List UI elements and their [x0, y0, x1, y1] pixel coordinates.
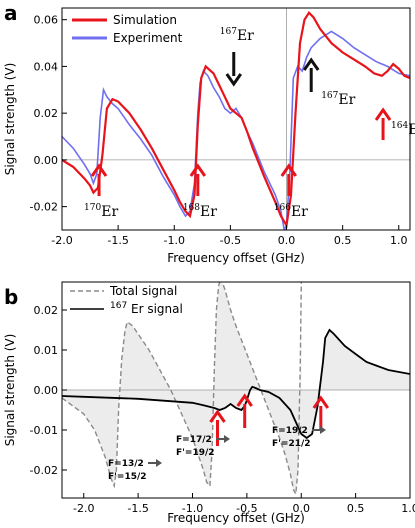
- annotation-er170-0-label: 170Er: [84, 203, 118, 220]
- panel-b-xtick-label: 0.0: [293, 502, 311, 515]
- panel-a-xtick-label: -1.5: [107, 234, 128, 247]
- transition-2-label-f: F=19/2: [272, 426, 308, 436]
- panel-b-xtick-label: 0.5: [347, 502, 365, 515]
- panel-b-chart: -2.0 -1.5 -1.0 -0.5 0.0 0.5 1.0 -0.02 -0.01 0.00 0…: [3, 281, 415, 525]
- transition-2-pointer-head: [320, 426, 326, 434]
- panel-b-xlabel: Frequency offset (GHz): [167, 511, 305, 525]
- panel-b-ytick-label: 0.00: [34, 384, 59, 397]
- panel-b-ytick-label: 0.01: [34, 344, 59, 357]
- annotation-er164-5-arrow-head: [374, 107, 392, 121]
- panel-a-xtick-label: 1.0: [390, 234, 408, 247]
- annotation-er167-3-arrow-head: [225, 73, 242, 87]
- transition-0-pointer-head: [156, 459, 162, 467]
- panel-a-ylabel: Signal strength (V): [3, 63, 17, 176]
- panel-a-xtick-label: -0.5: [220, 234, 241, 247]
- transition-2-label-fprime: F'=21/2: [272, 439, 311, 449]
- series-simulation-line: [62, 10, 410, 229]
- legend-er167-text: Er signal: [127, 302, 183, 316]
- panel-a-xlabel: Frequency offset (GHz): [167, 251, 305, 265]
- panel-a-xtick-label: 0.0: [278, 234, 296, 247]
- transition-1-label-f: F=17/2: [176, 435, 212, 445]
- transition-0-arrow-head: [209, 409, 226, 423]
- panel-a-legend: Simulation Experiment: [72, 13, 183, 45]
- panel-a-xtick-label: -2.0: [51, 234, 72, 247]
- panel-a-ytick-label: 0.00: [34, 154, 59, 167]
- panel-b-legend: Total signal 167 Er signal: [70, 284, 183, 316]
- panel-b-ytick-label: -0.02: [30, 464, 58, 477]
- legend-er167-label: 167 Er signal: [110, 301, 183, 316]
- annotation-er167-3-label: 167Er: [220, 27, 254, 44]
- panel-a-ytick-label: 0.04: [34, 60, 59, 73]
- panel-a-ytick-label: 0.06: [34, 14, 59, 27]
- annotation-er168-1-label: 168Er: [183, 203, 217, 220]
- legend-experiment-label: Experiment: [113, 31, 183, 45]
- panel-a-xtick-label: 0.5: [334, 234, 352, 247]
- series-er167-signal-line: [62, 328, 410, 440]
- panel-b-xtick-label: -2.0: [73, 502, 94, 515]
- legend-er167-mass: 167: [110, 301, 127, 311]
- annotation-er166-2-arrow-head: [280, 163, 297, 177]
- panel-b-xtick-label: -0.5: [236, 502, 257, 515]
- transition-0-label-f: F=13/2: [108, 459, 144, 469]
- panel-a-xtick-label: -1.0: [164, 234, 185, 247]
- transition-1-pointer-head: [224, 435, 230, 443]
- annotation-er168-1-arrow-head: [189, 163, 207, 177]
- annotation-er167-4-arrow-head: [302, 57, 320, 71]
- panel-a-chart: -2.0 -1.5 -1.0 -0.5 0.0 0.5 1.0 -0.02 0.00 0.02 0.…: [3, 7, 415, 265]
- series-experiment-line: [62, 30, 410, 230]
- panel-a-letter: a: [4, 1, 18, 25]
- panel-a-ytick-label: 0.02: [34, 107, 59, 120]
- panel-a-frame: [61, 7, 411, 231]
- transition-0-label-fprime: F'=15/2: [108, 472, 147, 482]
- annotation-er164-5-label: 164Er: [391, 121, 415, 138]
- legend-total-label: Total signal: [109, 284, 177, 298]
- panel-b-ytick-label: 0.02: [34, 304, 59, 317]
- panel-b-ylabel: Signal strength (V): [3, 334, 17, 447]
- panel-b-letter: b: [4, 285, 18, 309]
- er167-signal-fill: [62, 330, 410, 438]
- panel-a-ytick-label: -0.02: [30, 201, 58, 214]
- annotation-er166-2-label: 166Er: [274, 203, 308, 220]
- annotation-er167-4-label: 167Er: [321, 91, 355, 108]
- legend-simulation-label: Simulation: [113, 13, 177, 27]
- panel-b-xtick-label: -1.0: [182, 502, 203, 515]
- panel-b-xtick-label: -1.5: [127, 502, 148, 515]
- transition-1-arrow-head: [236, 393, 253, 407]
- transition-1-label-fprime: F'=19/2: [176, 448, 215, 458]
- panel-b-xtick-label: 1.0: [401, 502, 415, 515]
- annotation-er170-0-arrow-head: [90, 163, 108, 177]
- series-total-signal-line: [62, 282, 302, 497]
- panel-b-ytick-label: -0.01: [30, 424, 58, 437]
- transition-2-arrow-head: [312, 395, 330, 409]
